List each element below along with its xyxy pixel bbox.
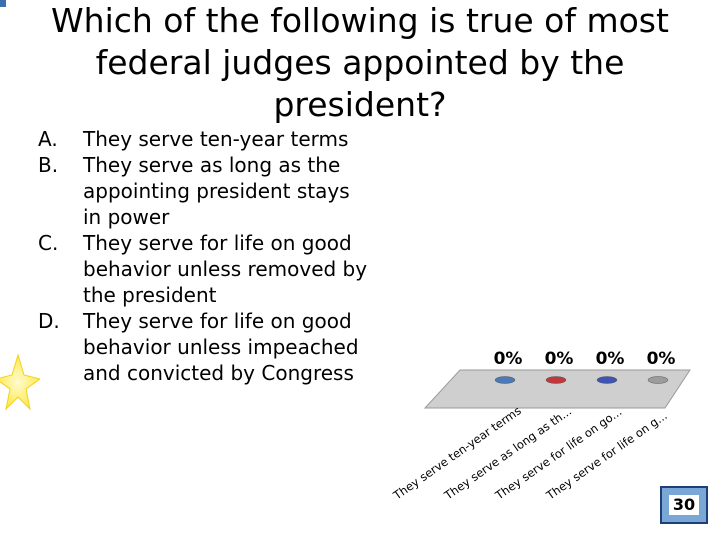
bar-value-label: 0% [494,349,523,369]
option-letter: C. [38,231,59,255]
bar [545,376,567,384]
answer-options: A. They serve ten-year terms B. They serve… [38,126,368,386]
question-title: Which of the following is true of most f… [51,1,669,124]
option-text: They serve as long as the appointing pre… [83,153,350,229]
bar-value-label: 0% [647,349,676,369]
bar [596,376,618,384]
option-text: They serve for life on good behavior unl… [83,231,368,307]
option-text: They serve for life on good behavior unl… [83,309,359,385]
bar [647,376,669,384]
option-a[interactable]: A. They serve ten-year terms [38,126,368,152]
bar-value-label: 0% [596,349,625,369]
option-letter: A. [38,127,58,151]
chart-floor [423,369,691,409]
counter-value: 30 [668,495,700,515]
corner-marker [0,0,6,7]
response-counter: 30 [660,486,708,524]
option-text: They serve ten-year terms [83,127,349,151]
option-b[interactable]: B. They serve as long as the appointing p… [38,152,368,230]
option-c[interactable]: C. They serve for life on good behavior u… [38,230,368,308]
star-icon [0,353,40,411]
bar [494,376,516,384]
option-letter: B. [38,153,59,177]
option-d[interactable]: D. They serve for life on good behavior u… [38,308,368,386]
bar-value-label: 0% [545,349,574,369]
option-letter: D. [38,309,60,333]
